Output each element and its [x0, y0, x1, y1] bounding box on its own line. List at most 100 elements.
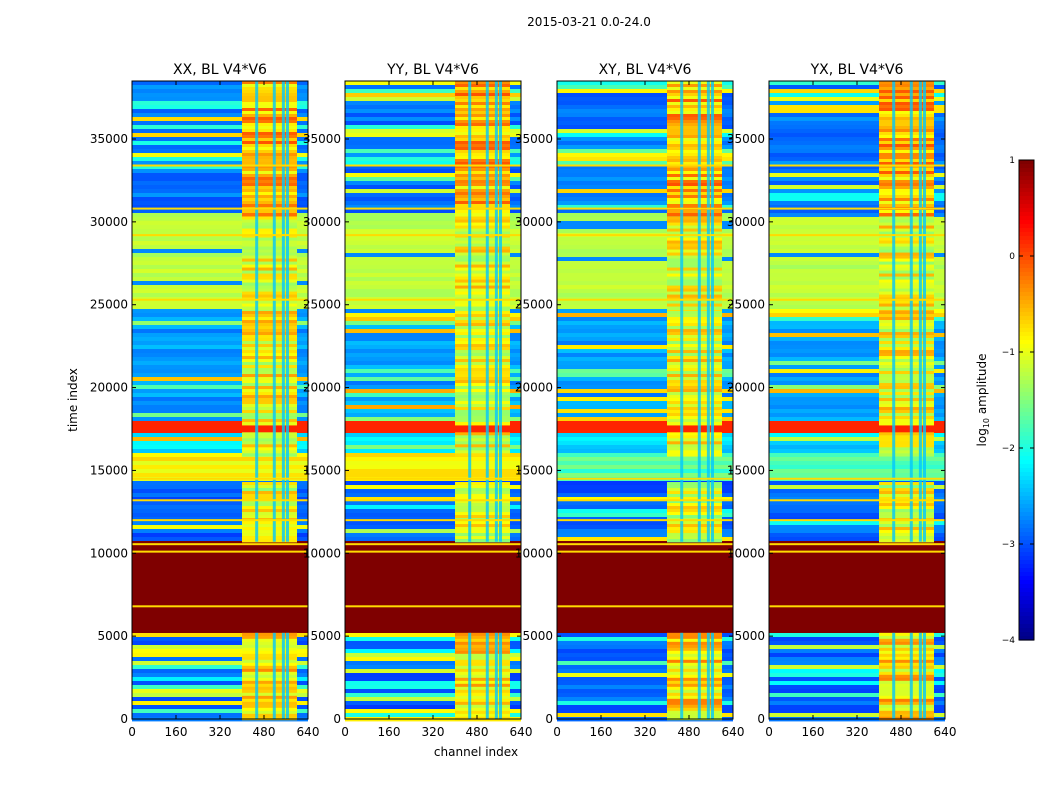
heatmap-row [132, 661, 308, 666]
heatmap-row [769, 441, 945, 446]
rfi-cell [879, 300, 934, 304]
heatmap-row [557, 565, 733, 570]
rfi-cell [455, 198, 510, 202]
heatmap-row [132, 321, 308, 326]
rfi-cell [242, 111, 297, 115]
heatmap-row [557, 445, 733, 450]
colorbar-segment [1019, 212, 1034, 217]
heatmap-row [132, 665, 308, 670]
heatmap-row [557, 489, 733, 494]
rfi-cell [879, 288, 934, 292]
rfi-cell [879, 177, 934, 181]
rfi-cell [242, 243, 297, 247]
colorbar-segment [1019, 316, 1034, 321]
rfi-cell [879, 374, 934, 378]
heatmap-row [345, 237, 521, 242]
colorbar-segment [1019, 460, 1034, 465]
rfi-cell [455, 323, 510, 327]
rfi-cell [242, 174, 297, 178]
heatmap-row [769, 701, 945, 706]
heatmap-row [769, 145, 945, 150]
rfi-gap [494, 632, 498, 719]
heatmap-row [557, 145, 733, 150]
rfi-cell [667, 240, 722, 244]
heatmap-row [557, 281, 733, 286]
heatmap-row [345, 193, 521, 198]
y-tick-label: 25000 [515, 298, 553, 312]
rfi-cell [667, 81, 722, 85]
rfi-cell [879, 398, 934, 402]
rfi-cell [242, 195, 297, 199]
heatmap-row [345, 105, 521, 110]
rfi-cell [667, 282, 722, 286]
heatmap-row [769, 449, 945, 454]
rfi-cell [242, 317, 297, 321]
heatmap-row [345, 169, 521, 174]
heatmap-row [557, 385, 733, 390]
rfi-cell [455, 341, 510, 345]
heatmap-row [557, 89, 733, 94]
rfi-cell [879, 350, 934, 354]
rfi-cell [879, 156, 934, 160]
heatmap-row [557, 585, 733, 590]
heatmap-row [557, 377, 733, 382]
heatmap-row [345, 501, 521, 506]
heatmap-row [557, 673, 733, 678]
heatmap-row [345, 397, 521, 402]
heatmap-row [557, 273, 733, 278]
colorbar-segment [1019, 332, 1034, 337]
rfi-cell [667, 228, 722, 232]
heatmap-row [557, 469, 733, 474]
colorbar-segment [1019, 252, 1034, 257]
heatmap-row [557, 525, 733, 530]
rfi-cell [667, 105, 722, 109]
colorbar-segment [1019, 428, 1034, 433]
heatmap-row [345, 361, 521, 366]
rfi-cell [879, 644, 934, 649]
heatmap-row [557, 285, 733, 290]
rfi-cell [667, 365, 722, 369]
rfi-cell [667, 377, 722, 381]
rfi-cell [667, 335, 722, 339]
heatmap-row [557, 373, 733, 378]
colorbar-segment [1019, 260, 1034, 265]
heatmap-row [557, 249, 733, 254]
x-tick-label: 480 [253, 725, 276, 739]
rfi-cell [879, 314, 934, 318]
colorbar-segment [1019, 468, 1034, 473]
colorbar-label: log10 amplitude [975, 354, 991, 447]
rfi-cell [242, 102, 297, 106]
rfi-cell [667, 237, 722, 241]
heatmap-row [345, 585, 521, 590]
heatmap-row [557, 245, 733, 250]
heatmap-row [557, 201, 733, 206]
colorbar-segment [1019, 500, 1034, 505]
rfi-cell [455, 368, 510, 372]
rfi-cell [455, 635, 510, 640]
rfi-gap [468, 632, 472, 719]
rfi-cell [879, 285, 934, 289]
rfi-cell [879, 680, 934, 685]
heatmap-row [557, 577, 733, 582]
rfi-cell [667, 450, 722, 454]
heatmap-row [132, 177, 308, 182]
rfi-cell [667, 87, 722, 91]
heatmap-row [132, 205, 308, 210]
rfi-cell [667, 180, 722, 184]
rfi-cell [455, 698, 510, 703]
rfi-cell [667, 386, 722, 390]
rfi-cell [667, 306, 722, 310]
heatmap-row [132, 313, 308, 318]
rfi-cell [242, 273, 297, 277]
rfi-cell [455, 162, 510, 166]
rfi-cell [879, 338, 934, 342]
rfi-cell [455, 389, 510, 393]
rfi-cell [242, 368, 297, 372]
rfi-cell [879, 249, 934, 253]
heatmap-row [769, 369, 945, 374]
rfi-cell [242, 270, 297, 274]
heatmap-row [345, 185, 521, 190]
colorbar-segment [1019, 604, 1034, 609]
colorbar-segment [1019, 320, 1034, 325]
